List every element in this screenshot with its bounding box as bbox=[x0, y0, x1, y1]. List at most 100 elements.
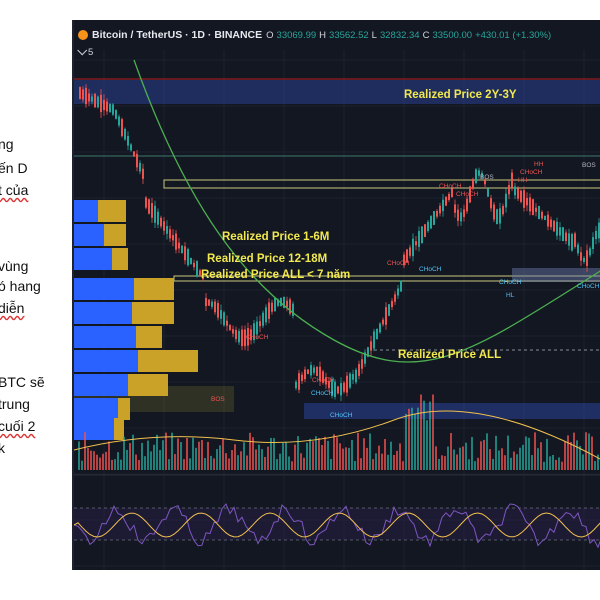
marker-label: HL bbox=[506, 292, 515, 299]
candle-body bbox=[208, 299, 210, 306]
volume-bar bbox=[252, 437, 254, 470]
close-label: C bbox=[422, 29, 430, 41]
candle-body bbox=[118, 116, 120, 126]
volume-bar bbox=[498, 450, 500, 470]
volume-bar bbox=[210, 455, 212, 470]
volume-bar bbox=[198, 441, 200, 470]
candle-body bbox=[247, 328, 249, 346]
annotation-realized-price-all: Realized Price ALL bbox=[398, 349, 502, 361]
candle-body bbox=[268, 302, 270, 319]
volume-bar bbox=[543, 461, 545, 470]
candle-body bbox=[241, 329, 243, 347]
volume-bar bbox=[528, 437, 530, 470]
volume-bar bbox=[138, 460, 140, 470]
volume-profile-bar bbox=[118, 398, 130, 420]
volume-profile-bar bbox=[74, 302, 132, 324]
volume-bar bbox=[189, 458, 191, 470]
candle-body bbox=[106, 101, 108, 112]
volume-bar bbox=[339, 443, 341, 470]
candle-body bbox=[409, 247, 411, 256]
candle-body bbox=[403, 254, 405, 266]
volume-bar bbox=[153, 444, 155, 470]
candle-body bbox=[115, 110, 117, 119]
volume-bar bbox=[315, 436, 317, 470]
volume-bar bbox=[381, 453, 383, 470]
volume-bar bbox=[345, 447, 347, 470]
volume-bar bbox=[249, 432, 251, 470]
volume-bar bbox=[417, 407, 419, 470]
price-chart[interactable]: Bitcoin / TetherUS · 1D · BINANCE O 33069… bbox=[72, 20, 600, 570]
marker-label: BOS bbox=[582, 162, 596, 169]
volume-profile-bar bbox=[132, 302, 174, 324]
volume-bar bbox=[510, 457, 512, 470]
volume-profile-bar bbox=[74, 350, 138, 372]
volume-profile-bar bbox=[74, 418, 114, 440]
candle-body bbox=[145, 197, 147, 208]
side-text-line: cuối 2 bbox=[0, 418, 36, 434]
candle-body bbox=[535, 207, 537, 212]
candle-body bbox=[370, 341, 372, 351]
volume-bar bbox=[237, 455, 239, 470]
candle-body bbox=[379, 323, 381, 333]
volume-bar bbox=[336, 437, 338, 470]
volume-profile-bar bbox=[74, 374, 128, 396]
candle-body bbox=[448, 193, 450, 201]
volume-profile-bar bbox=[74, 398, 118, 420]
volume-profile-bar bbox=[138, 350, 198, 372]
volume-bar bbox=[513, 451, 515, 470]
open-label: O bbox=[266, 29, 274, 41]
volume-bar bbox=[390, 441, 392, 470]
volume-bar bbox=[420, 394, 422, 470]
marker-label: CHoCH bbox=[330, 412, 353, 419]
oscillator-band bbox=[74, 508, 600, 540]
side-text-column: ng ến D t của vùng ó hang diễn BTC sẽ tr… bbox=[0, 0, 72, 600]
volume-bar bbox=[264, 456, 266, 470]
volume-bar bbox=[492, 458, 494, 470]
marker-label: HH bbox=[534, 161, 544, 168]
chart-canvas[interactable] bbox=[74, 20, 600, 570]
candle-body bbox=[580, 252, 582, 261]
candle-body bbox=[112, 104, 114, 115]
volume-profile-bar bbox=[98, 200, 126, 222]
candle-body bbox=[190, 257, 192, 265]
volume-bar bbox=[480, 441, 482, 470]
candle-body bbox=[184, 246, 186, 261]
candle-body bbox=[97, 96, 99, 108]
candle-body bbox=[442, 199, 444, 212]
candle-body bbox=[127, 135, 129, 146]
volume-bar bbox=[213, 458, 215, 470]
indicators-toggle[interactable]: 5 bbox=[77, 45, 93, 58]
candle-body bbox=[541, 211, 543, 219]
volume-bar bbox=[387, 454, 389, 470]
moving-average-line bbox=[133, 59, 600, 363]
candle-body bbox=[460, 212, 462, 222]
candle-body bbox=[244, 329, 246, 347]
candle-body bbox=[160, 217, 162, 227]
symbol-label[interactable]: Bitcoin / TetherUS · 1D · BINANCE bbox=[92, 29, 263, 41]
marker-label: CHoCH bbox=[312, 377, 335, 384]
candle-body bbox=[430, 216, 432, 229]
volume-bar bbox=[534, 432, 536, 470]
oscillator-signal-line bbox=[74, 512, 600, 538]
candle-body bbox=[481, 172, 483, 178]
candle-body bbox=[484, 180, 486, 185]
volume-bar bbox=[216, 449, 218, 470]
volume-profile-bar bbox=[74, 248, 112, 270]
candle-body bbox=[289, 299, 291, 314]
volume-bar bbox=[348, 447, 350, 470]
volume-bar bbox=[384, 438, 386, 470]
volume-bar bbox=[594, 461, 596, 470]
candle-body bbox=[337, 386, 339, 394]
volume-bar bbox=[105, 451, 107, 470]
volume-bar bbox=[411, 407, 413, 470]
volume-bar bbox=[327, 440, 329, 470]
candle-body bbox=[256, 321, 258, 335]
volume-bar bbox=[261, 449, 263, 470]
volume-bar bbox=[525, 436, 527, 470]
volume-bar bbox=[129, 443, 131, 470]
candle-body bbox=[157, 211, 159, 225]
volume-profile-bar bbox=[136, 326, 162, 348]
candle-body bbox=[211, 301, 213, 307]
volume-bar bbox=[357, 432, 359, 470]
candle-body bbox=[505, 193, 507, 208]
